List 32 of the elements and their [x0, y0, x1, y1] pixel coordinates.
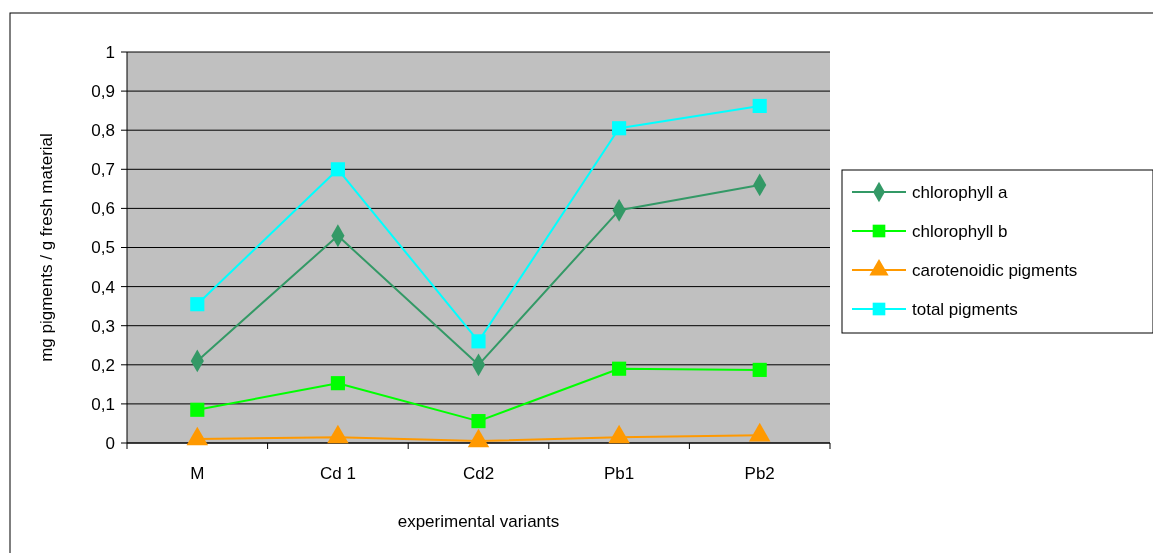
point — [190, 402, 205, 417]
point — [752, 362, 767, 377]
x-axis-title: experimental variants — [397, 512, 560, 531]
point — [752, 98, 767, 114]
x-tick-label: Pb2 — [744, 464, 775, 483]
legend-label: carotenoidic pigments — [912, 260, 1078, 280]
point — [612, 121, 627, 136]
point — [190, 297, 205, 312]
y-axis-title: mg pigments / g fresh material — [37, 133, 56, 362]
y-tick-label: 0 — [105, 433, 115, 453]
x-tick-label: Cd2 — [462, 464, 495, 483]
legend-label: total pigments — [912, 299, 1018, 319]
y-tick-label: 0,4 — [91, 277, 115, 297]
y-tick-label: 0,3 — [91, 316, 115, 336]
y-tick-label: 1 — [105, 42, 115, 62]
point — [471, 414, 486, 429]
y-tick-label: 0,6 — [91, 199, 115, 219]
y-tick-label: 0,7 — [91, 160, 115, 180]
y-tick-label: 0,8 — [91, 121, 115, 141]
legend-label: chlorophyll a — [912, 182, 1008, 202]
y-tick-label: 0,5 — [91, 238, 115, 258]
point — [471, 334, 486, 349]
legend-label: chlorophyll b — [912, 221, 1008, 241]
point — [330, 162, 345, 177]
y-tick-label: 0,9 — [91, 82, 115, 102]
y-tick-label: 0,2 — [91, 355, 115, 375]
y-tick-label: 0,1 — [91, 394, 115, 414]
point — [330, 376, 345, 391]
point — [612, 361, 627, 376]
x-tick-label: Cd 1 — [319, 464, 356, 483]
x-tick-label: M — [190, 464, 205, 483]
x-tick-label: Pb1 — [603, 464, 635, 483]
